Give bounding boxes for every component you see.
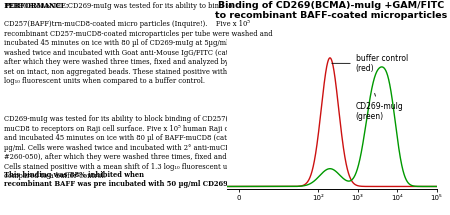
Text: Binding of CD269(BCMA)-muIg +GAM/FITC
to recombinant BAFF-coated microparticles: Binding of CD269(BCMA)-muIg +GAM/FITC to… — [215, 1, 447, 20]
Text: PERFORMANCE:: PERFORMANCE: — [4, 2, 69, 10]
Text: CD269-muIg was tested for its ability to block binding of CD257(BAFF)trn-
muCD8 : CD269-muIg was tested for its ability to… — [4, 115, 293, 180]
Text: This binding was 88% inhibited when
recombinant BAFF was pre incubated with 50 µ: This binding was 88% inhibited when reco… — [4, 171, 286, 188]
Text: buffer control
(red): buffer control (red) — [332, 54, 408, 73]
Text: CD269-muIg
(green): CD269-muIg (green) — [356, 93, 404, 121]
Text: CD257(BAFF)trn-muCD8-coated micro particles (Inquire!).    Five x 10⁵
recombinan: CD257(BAFF)trn-muCD8-coated micro partic… — [4, 20, 299, 85]
Text: PERFORMANCE:  CD269-muIg was tested for its ability to bind to: PERFORMANCE: CD269-muIg was tested for i… — [4, 2, 233, 10]
